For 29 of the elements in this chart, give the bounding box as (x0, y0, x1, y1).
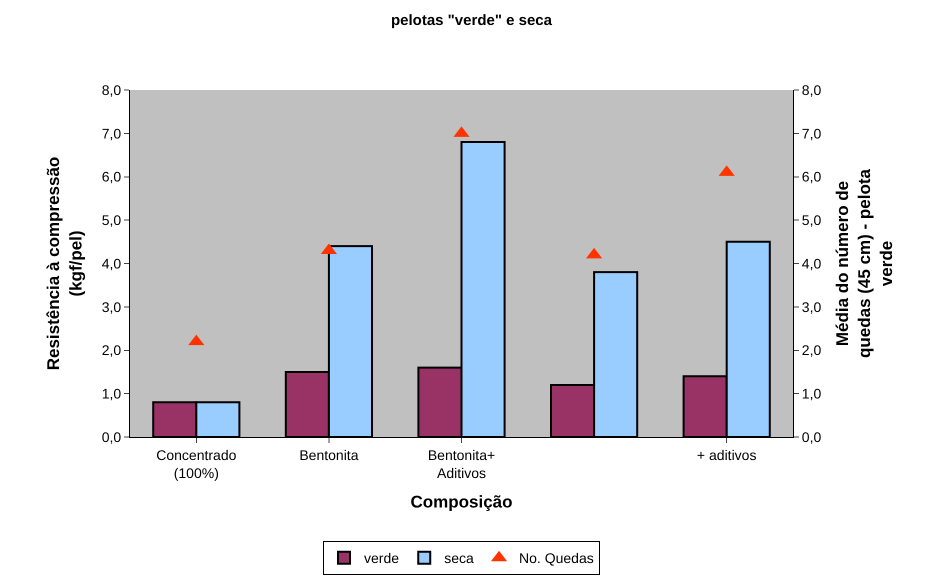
y-tick-label: 2,0 (102, 342, 122, 358)
y2-tick-label: 5,0 (802, 212, 822, 228)
y2-axis-title: Média do número de quedas (45 cm) - pelota verde (832, 168, 896, 358)
y2-tick-label: 6,0 (802, 168, 822, 185)
x-tick-label: Bentonita (299, 446, 359, 463)
legend-label: No. Quedas (519, 550, 594, 566)
y-tick-label: 6,0 (102, 168, 122, 185)
y2-tick-label: 0,0 (802, 428, 822, 445)
y-tick-label: 7,0 (102, 125, 122, 142)
y2-tick-label: 7,0 (802, 125, 822, 142)
y-tick-label: 1,0 (102, 386, 122, 402)
legend-label: seca (444, 550, 474, 566)
y2-tick-label: 1,0 (802, 386, 822, 402)
y-tick-label: 3,0 (102, 298, 122, 315)
y2-tick-label: 8,0 (802, 82, 822, 98)
y-tick-label: 4,0 (102, 255, 122, 272)
y-tick-label: 0,0 (102, 428, 122, 445)
y2-tick-label: 4,0 (802, 255, 822, 272)
y2-tick-label: 3,0 (802, 298, 822, 315)
legend-label: verde (364, 550, 400, 566)
x-tick-label: + aditivos (696, 446, 756, 463)
x-tick-label: Bentonita+ Aditivos (428, 446, 496, 481)
y-axis-title: Resistência à compressão (kgf/pel) (44, 156, 86, 370)
y-tick-label: 5,0 (102, 212, 122, 228)
x-axis-title: Composição (410, 492, 513, 512)
y2-tick-label: 2,0 (802, 342, 822, 358)
y-tick-label: 8,0 (102, 82, 122, 98)
chart-title: pelotas "verde" e seca (391, 12, 553, 30)
x-tick-label: Concentrado (100%) (156, 446, 237, 481)
